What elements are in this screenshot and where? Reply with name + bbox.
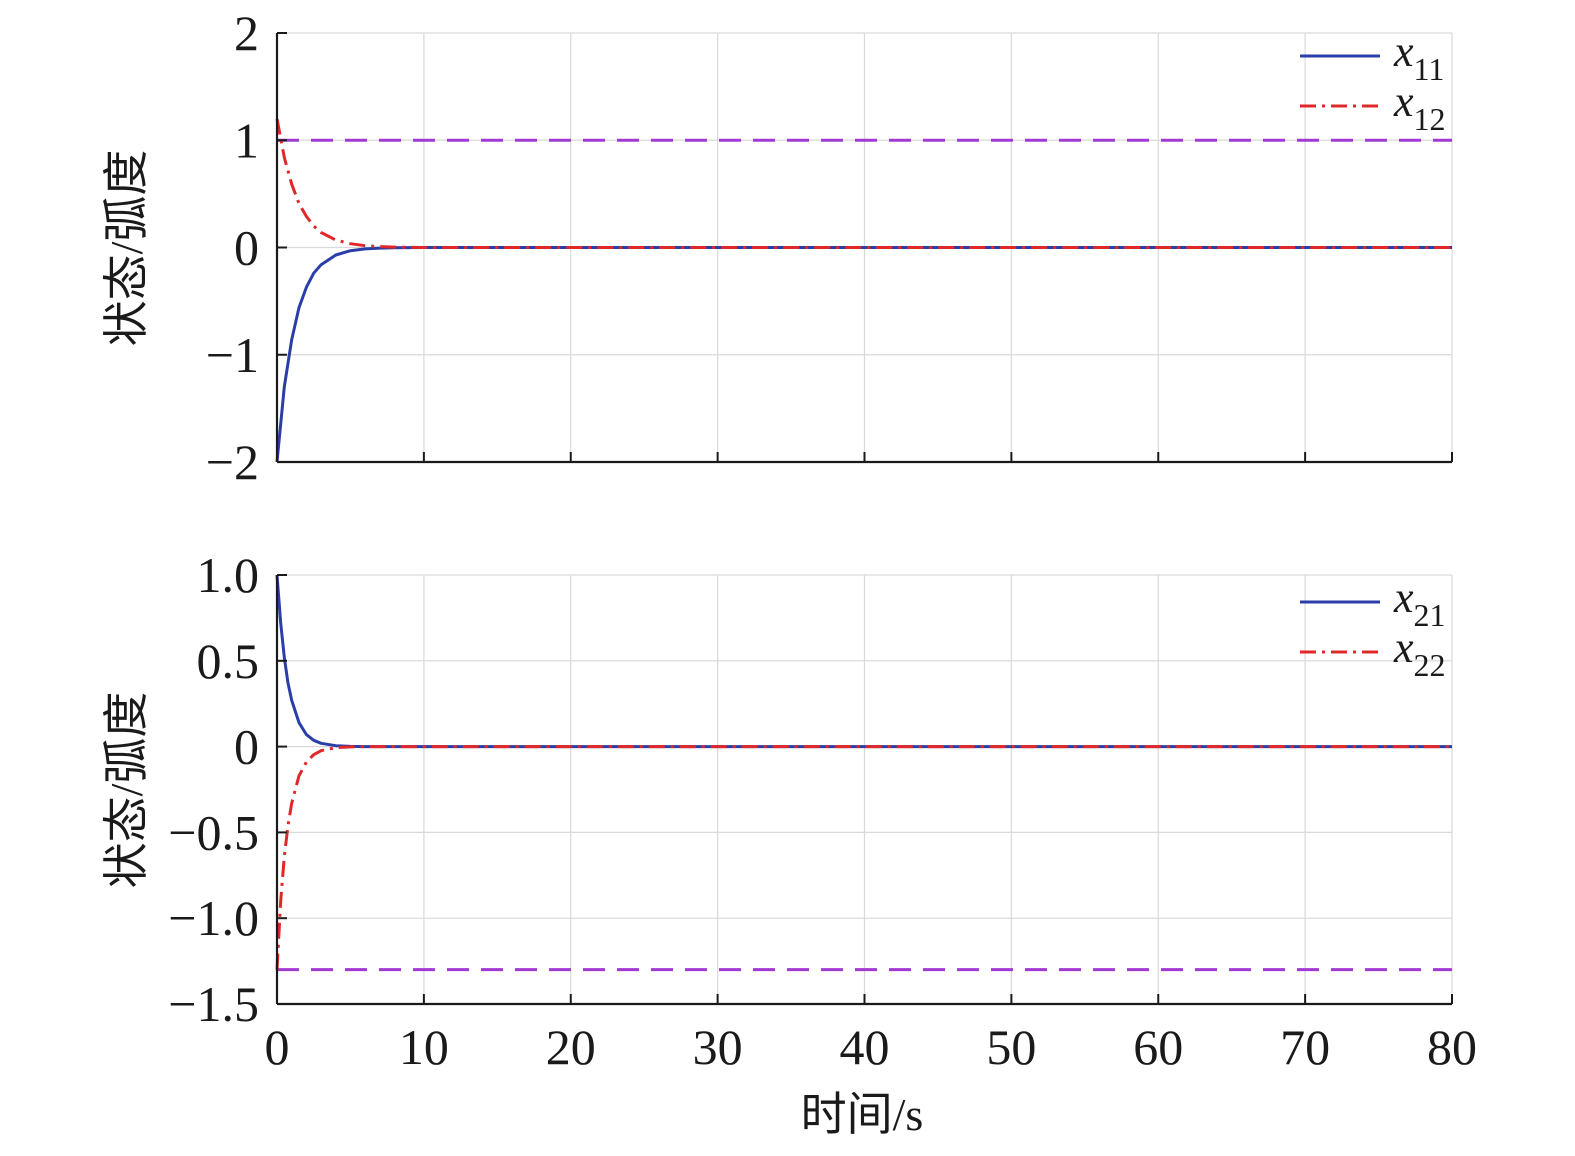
bottom-y-axis-label: 状态/弧度 [101, 692, 152, 889]
bottom-x-tick-label: 80 [1427, 1019, 1477, 1075]
bottom-x-ticks: 0 10 20 30 40 50 60 70 80 [265, 994, 1477, 1075]
top-y-tick-label: 1 [234, 112, 259, 168]
top-series [275, 118, 1452, 463]
bottom-x-tick-label: 20 [546, 1019, 596, 1075]
bottom-y-tick-label: −1.5 [168, 976, 259, 1032]
top-y-tick-label: 2 [234, 5, 259, 61]
bottom-x-tick-label: 40 [840, 1019, 890, 1075]
top-x-ticks [276, 452, 1453, 462]
bottom-y-tick-label: −0.5 [168, 804, 259, 860]
bottom-series-x22-line [275, 745, 1452, 970]
top-y-tick-label: −2 [206, 434, 259, 490]
bottom-series [275, 574, 1452, 970]
bottom-x-tick-label: 60 [1133, 1019, 1183, 1075]
bottom-y-tick-label: −1.0 [168, 890, 259, 946]
bottom-x-tick-label: 50 [986, 1019, 1036, 1075]
x-axis-label: 时间/s [801, 1089, 924, 1140]
top-y-tick-label: −1 [206, 327, 259, 383]
top-y-axis-label: 状态/弧度 [101, 150, 152, 347]
bottom-y-tick-label: 1.0 [197, 547, 260, 603]
top-series-x12-line [275, 118, 1452, 249]
bottom-grid [277, 574, 1453, 1004]
top-y-tick-label: 0 [234, 220, 259, 276]
bottom-y-ticks: 1.0 0.5 0 −0.5 −1.0 −1.5 [168, 547, 287, 1032]
bottom-x-tick-label: 0 [265, 1019, 290, 1075]
bottom-x-tick-label: 30 [693, 1019, 743, 1075]
top-y-ticks: 2 1 0 −1 −2 [206, 5, 287, 490]
bottom-y-tick-label: 0 [234, 719, 259, 775]
bottom-x-tick-label: 10 [399, 1019, 449, 1075]
bottom-x-tick-label: 70 [1280, 1019, 1330, 1075]
bottom-y-tick-label: 0.5 [197, 633, 260, 689]
chart-bottom: 1.0 0.5 0 −0.5 −1.0 −1.5 0 10 20 30 40 50 60 70 80 状态… [101, 547, 1477, 1140]
